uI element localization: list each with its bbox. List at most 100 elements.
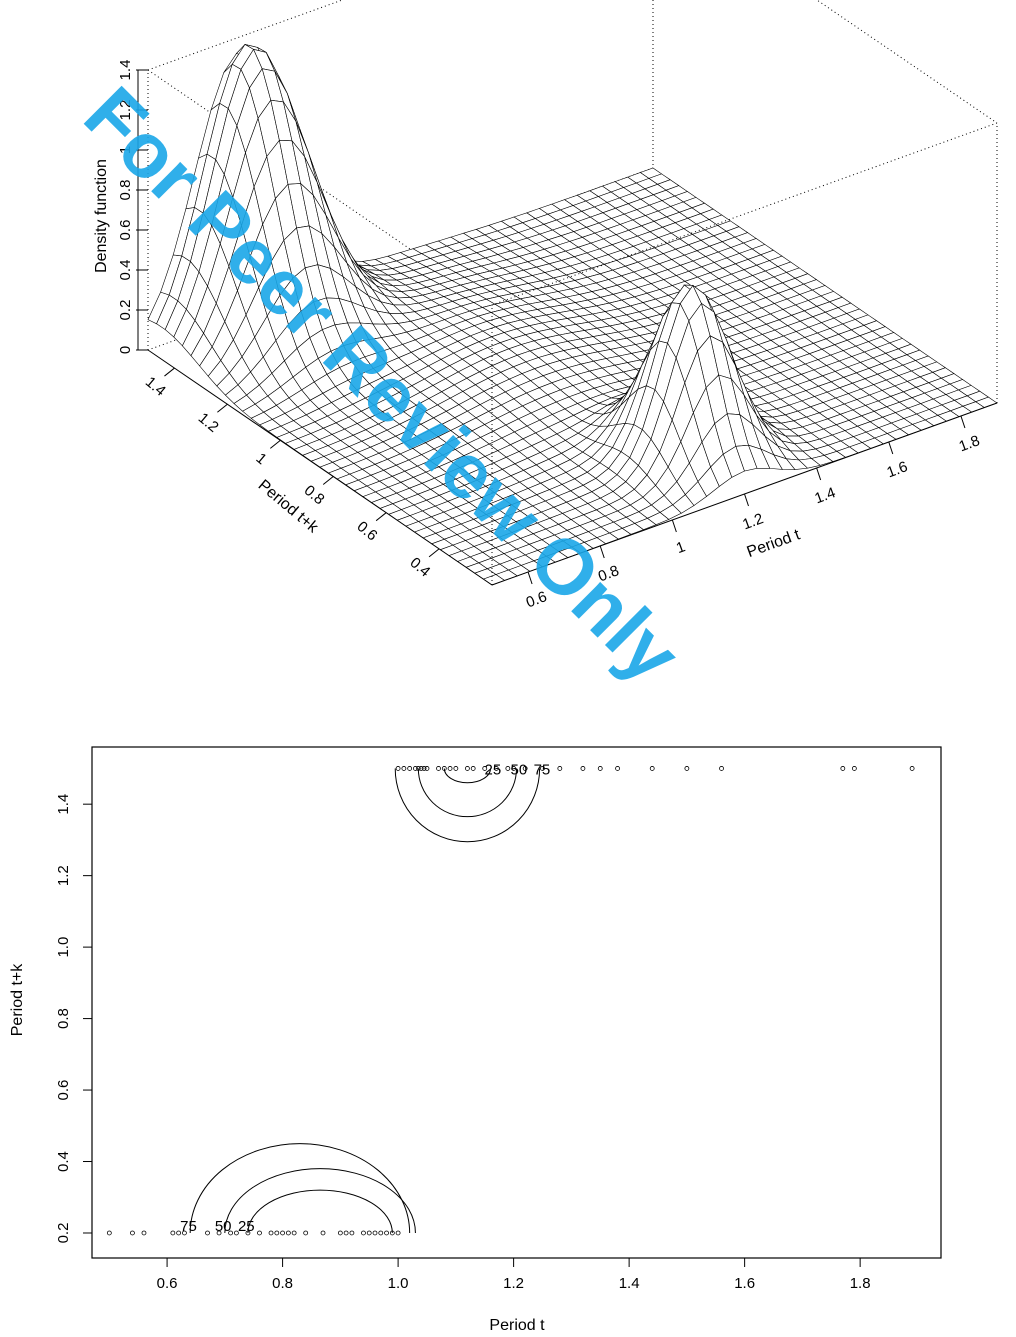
point-bottom-25: [378, 1230, 384, 1236]
point-bottom-22: [361, 1230, 366, 1236]
x-tick-label-2-5: 1.6: [734, 1275, 755, 1292]
z-axis-label: Density function: [93, 159, 110, 273]
point-top-28: [851, 766, 857, 771]
point-top-16: [505, 766, 511, 771]
data-points: [106, 766, 915, 1236]
y-tick-0: [428, 548, 440, 558]
contour-label-top-50: 50: [511, 761, 528, 778]
x-tick-label-6: 1.8: [957, 432, 982, 455]
contour-label-bottom-25: 25: [238, 1218, 255, 1235]
floor-edge-front: [491, 402, 998, 586]
point-bottom-19: [337, 1230, 343, 1236]
contour-top-25: [443, 768, 492, 784]
point-bottom-27: [389, 1230, 395, 1236]
plot-frame: [91, 746, 942, 1259]
x-tick-5: [888, 441, 894, 455]
contour-bottom-75: [189, 1143, 411, 1233]
z-tick-label-3: 0.6: [117, 220, 134, 241]
point-bottom-11: [257, 1230, 262, 1236]
point-bottom-4: [176, 1230, 182, 1236]
contour-top-75: [394, 768, 541, 843]
point-bottom-2: [141, 1230, 147, 1236]
bounding-box-front: [491, 122, 998, 585]
point-bottom-3: [170, 1230, 176, 1236]
point-top-5: [418, 766, 424, 771]
point-bottom-13: [274, 1230, 280, 1236]
point-bottom-7: [216, 1230, 222, 1236]
point-top-22: [597, 766, 603, 771]
x-tick-label-2-3: 1.2: [503, 1275, 524, 1292]
point-bottom-18: [320, 1230, 326, 1236]
contour-bottom-50: [224, 1168, 416, 1233]
z-tick-label-0: 0: [117, 346, 134, 354]
x-tick-label-4: 1.4: [812, 484, 837, 507]
y-tick-2: [322, 476, 334, 485]
x-axis-label-2: Period t: [489, 1317, 545, 1334]
point-bottom-21: [349, 1230, 355, 1236]
z-tick-label-4: 0.8: [117, 180, 134, 201]
x-tick-label-5: 1.6: [885, 458, 910, 481]
point-bottom-24: [372, 1230, 378, 1236]
y-tick-label-2-1: 0.4: [55, 1151, 72, 1172]
point-top-27: [840, 766, 846, 771]
point-bottom-26: [384, 1230, 389, 1236]
y-tick-label-2-2: 0.6: [55, 1080, 72, 1101]
contour-label-top-75: 75: [534, 761, 551, 778]
contour-label-top-25: 25: [485, 761, 502, 778]
x-tick-1: [599, 545, 605, 559]
surface-mesh: [147, 43, 998, 586]
point-top-6: [421, 766, 427, 771]
point-top-3: [413, 766, 418, 771]
x-axis-label: Period t: [745, 526, 803, 561]
x-tick-label-3: 1.2: [740, 510, 765, 533]
point-top-25: [684, 766, 690, 771]
y-axis-label-2: Period t+k: [9, 963, 26, 1036]
box-edge-front-2: [491, 122, 998, 306]
contour-top-50: [417, 768, 517, 818]
point-top-20: [557, 766, 563, 771]
y-tick-label-2-0: 0.2: [55, 1223, 72, 1244]
y-tick-3: [269, 439, 281, 449]
point-top-13: [470, 766, 476, 771]
y-tick-label-0: 0.4: [407, 554, 434, 580]
x-tick-label-2-2: 1.0: [388, 1275, 409, 1292]
z-tick-label-7: 1.4: [117, 60, 134, 81]
x-tick-3: [744, 493, 749, 507]
y-tick-5: [164, 367, 175, 377]
point-top-10: [447, 766, 453, 771]
y-tick-label-3: 1: [253, 450, 270, 468]
contour-axes: 0.6 0.8 1.0 1.2 1.4 1.6 1.8 0.2 0.4 0.6 0.8 1.0 1.2 1…: [55, 794, 871, 1292]
point-top-11: [453, 766, 459, 771]
x-tick-label-2-6: 1.8: [850, 1275, 871, 1292]
point-top-15: [493, 766, 499, 771]
y-tick-label-5: 1.4: [142, 373, 169, 399]
point-bottom-14: [280, 1230, 285, 1236]
point-bottom-12: [268, 1230, 274, 1236]
point-top-0: [395, 766, 401, 771]
point-top-8: [436, 766, 441, 771]
point-top-12: [465, 766, 470, 771]
point-bottom-0: [106, 1230, 112, 1236]
point-top-2: [407, 766, 413, 771]
point-bottom-6: [205, 1230, 210, 1236]
z-tick-label-2: 0.4: [117, 260, 134, 281]
point-top-26: [719, 766, 724, 771]
surface-plot: 0 0.2 0.4 0.6 0.8 1 1.2 1.4 0.4 0.6 0.8 1 1.2 1.4 0.6 0…: [93, 0, 998, 611]
z-tick-label-6: 1.2: [117, 100, 134, 121]
point-top-14: [482, 766, 488, 771]
x-tick-6: [960, 415, 966, 429]
point-top-18: [522, 766, 528, 771]
point-bottom-23: [366, 1230, 372, 1236]
y-tick-label-2-4: 1.0: [55, 937, 72, 958]
x-tick-label-1: 0.8: [596, 562, 621, 585]
x-tick-label-2-1: 0.8: [272, 1275, 293, 1292]
x-tick-label-2-4: 1.4: [619, 1275, 640, 1292]
point-bottom-16: [291, 1230, 297, 1236]
point-bottom-20: [343, 1230, 349, 1236]
y-tick-label-2-5: 1.2: [55, 865, 72, 886]
x-tick-label-0: 0.6: [524, 588, 549, 611]
x-tick-4: [816, 467, 822, 481]
point-bottom-1: [130, 1230, 135, 1236]
